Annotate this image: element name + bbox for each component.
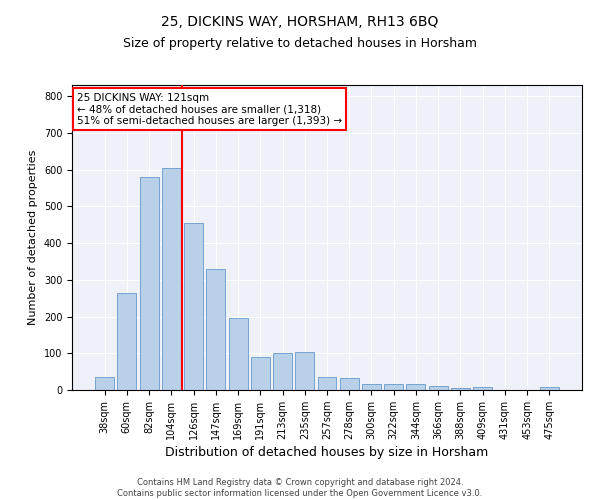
Bar <box>473 387 492 390</box>
Bar <box>118 294 136 390</box>
Bar <box>162 168 181 390</box>
Bar <box>429 386 448 390</box>
Bar <box>451 388 470 390</box>
Bar <box>206 270 225 390</box>
Text: Contains HM Land Registry data © Crown copyright and database right 2024.
Contai: Contains HM Land Registry data © Crown c… <box>118 478 482 498</box>
Text: 25, DICKINS WAY, HORSHAM, RH13 6BQ: 25, DICKINS WAY, HORSHAM, RH13 6BQ <box>161 15 439 29</box>
Bar <box>317 377 337 390</box>
Bar <box>295 352 314 390</box>
Bar <box>340 378 359 390</box>
Bar <box>406 384 425 390</box>
Bar <box>229 318 248 390</box>
Bar <box>140 177 158 390</box>
Bar <box>184 223 203 390</box>
Bar <box>384 384 403 390</box>
Y-axis label: Number of detached properties: Number of detached properties <box>28 150 38 325</box>
Bar <box>540 387 559 390</box>
X-axis label: Distribution of detached houses by size in Horsham: Distribution of detached houses by size … <box>166 446 488 459</box>
Text: Size of property relative to detached houses in Horsham: Size of property relative to detached ho… <box>123 38 477 51</box>
Text: 25 DICKINS WAY: 121sqm
← 48% of detached houses are smaller (1,318)
51% of semi-: 25 DICKINS WAY: 121sqm ← 48% of detached… <box>77 92 342 126</box>
Bar <box>362 384 381 390</box>
Bar <box>251 357 270 390</box>
Bar <box>273 352 292 390</box>
Bar <box>95 377 114 390</box>
